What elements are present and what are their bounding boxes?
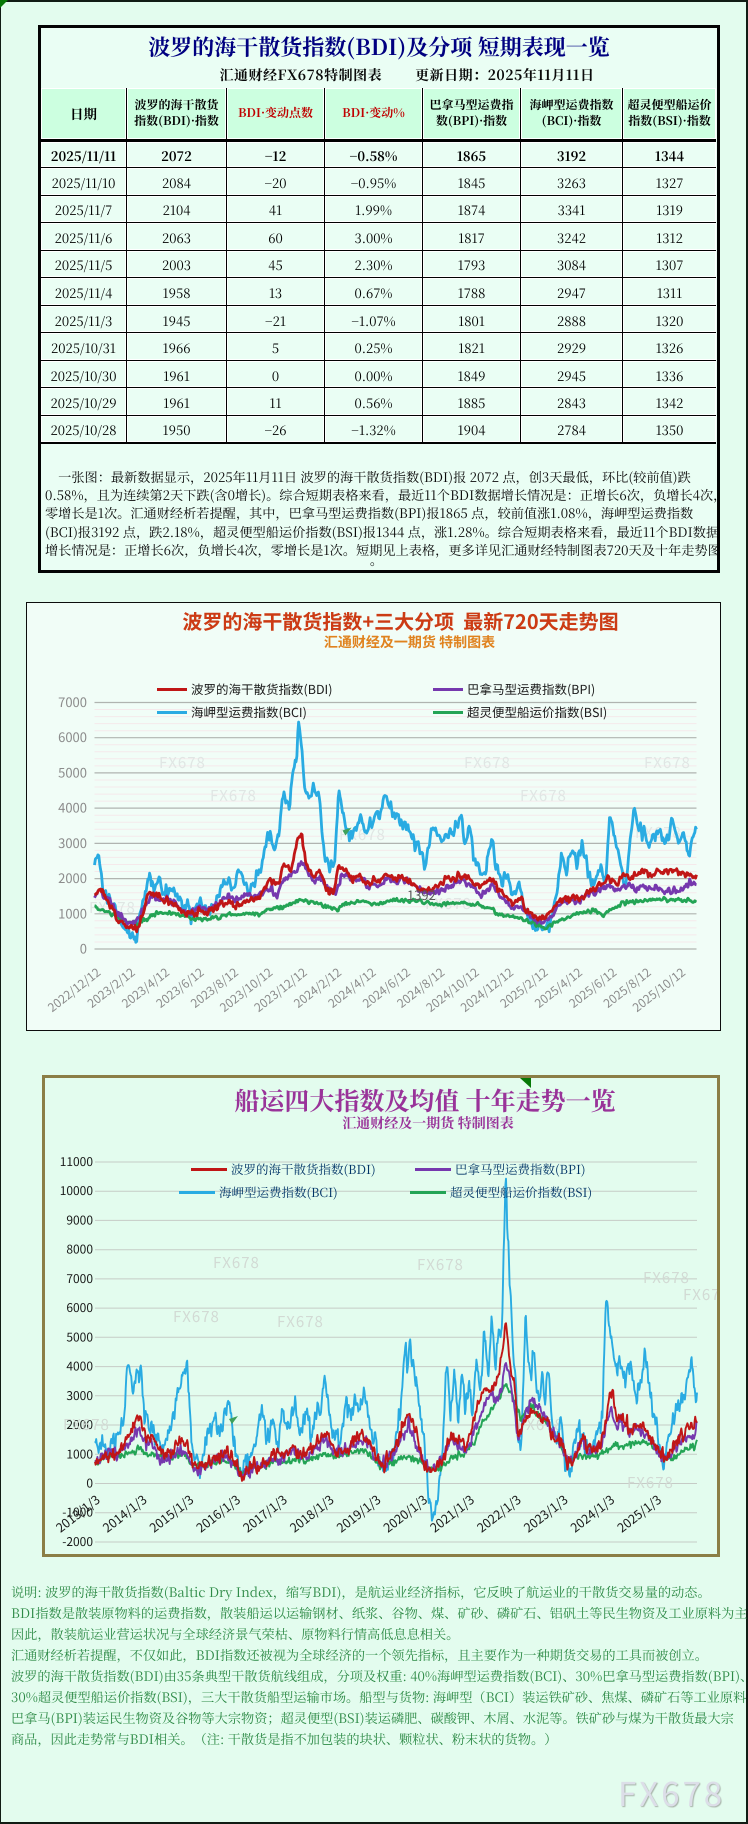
svg-text:-1000: -1000 bbox=[62, 1504, 93, 1521]
svg-text:6000: 6000 bbox=[58, 727, 87, 746]
svg-text:FX678: FX678 bbox=[627, 1472, 674, 1493]
svg-text:FX678: FX678 bbox=[213, 1252, 260, 1273]
svg-text:1392: 1392 bbox=[407, 885, 436, 904]
svg-text:3000: 3000 bbox=[58, 833, 87, 852]
svg-text:FX678: FX678 bbox=[417, 1254, 464, 1275]
svg-text:7000: 7000 bbox=[58, 692, 87, 711]
svg-text:FX678: FX678 bbox=[464, 752, 511, 773]
svg-text:0: 0 bbox=[80, 939, 87, 958]
svg-text:FX678: FX678 bbox=[159, 752, 206, 773]
svg-text:4000: 4000 bbox=[66, 1358, 93, 1375]
svg-text:2000: 2000 bbox=[58, 868, 87, 887]
svg-text:1000: 1000 bbox=[66, 1445, 93, 1462]
svg-text:7000: 7000 bbox=[66, 1270, 93, 1287]
svg-text:0: 0 bbox=[86, 1475, 93, 1492]
svg-text:FX678: FX678 bbox=[63, 1414, 110, 1435]
svg-text:FX678: FX678 bbox=[683, 1284, 717, 1305]
svg-text:9000: 9000 bbox=[66, 1211, 93, 1228]
svg-text:5000: 5000 bbox=[66, 1328, 93, 1345]
svg-text:FX678: FX678 bbox=[173, 1306, 220, 1327]
svg-text:10000: 10000 bbox=[60, 1182, 94, 1199]
svg-text:FX678: FX678 bbox=[210, 785, 257, 806]
svg-text:FX678: FX678 bbox=[644, 752, 691, 773]
svg-text:FX678: FX678 bbox=[277, 1311, 324, 1332]
svg-text:11000: 11000 bbox=[60, 1153, 94, 1170]
svg-text:5000: 5000 bbox=[58, 762, 87, 781]
svg-text:2000: 2000 bbox=[66, 1416, 93, 1433]
svg-text:3000: 3000 bbox=[66, 1387, 93, 1404]
svg-text:FX678: FX678 bbox=[520, 785, 567, 806]
svg-text:6000: 6000 bbox=[66, 1299, 93, 1316]
svg-text:1000: 1000 bbox=[58, 903, 87, 922]
svg-text:4000: 4000 bbox=[58, 798, 87, 817]
svg-text:FX678: FX678 bbox=[643, 1267, 690, 1288]
svg-text:8000: 8000 bbox=[66, 1241, 93, 1258]
svg-text:-2000: -2000 bbox=[62, 1533, 93, 1550]
